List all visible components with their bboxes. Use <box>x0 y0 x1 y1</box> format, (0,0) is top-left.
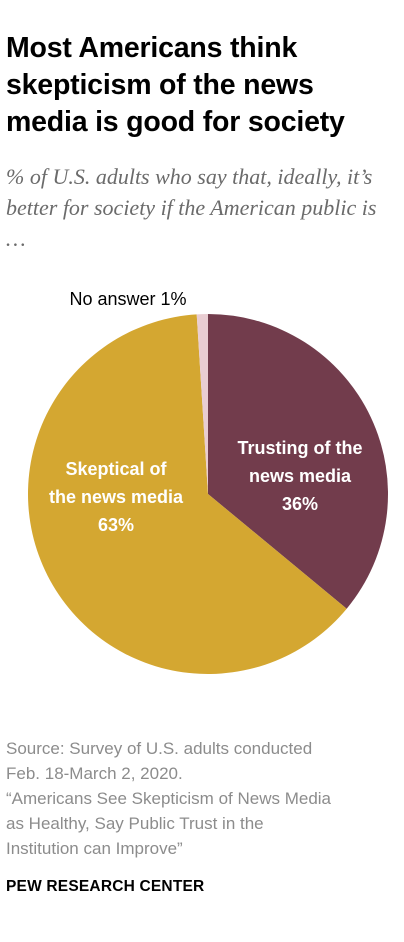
pie-slice-no-answer <box>196 314 208 494</box>
slice-label-trusting: Trusting of the <box>238 438 363 458</box>
pie-slice-trusting <box>208 314 389 609</box>
pie-slice-skeptical <box>28 314 347 675</box>
brand-logo-text: PEW RESEARCH CENTER <box>6 878 205 895</box>
slice-label-trusting: news media <box>249 466 352 486</box>
slice-label-skeptical: Skeptical of <box>65 459 167 479</box>
source-line: as Healthy, Say Public Trust in the <box>6 814 264 833</box>
chart-subtitle: % of U.S. adults who say that, ideally, … <box>6 164 377 251</box>
source-line: Institution can Improve” <box>6 839 183 858</box>
source-note: Source: Survey of U.S. adults conducted … <box>6 736 401 861</box>
slice-value-skeptical: 63% <box>98 515 134 535</box>
source-line: “Americans See Skepticism of News Media <box>6 789 332 808</box>
slice-value-trusting: 36% <box>282 494 318 514</box>
slice-label-no-answer: No answer 1% <box>69 289 186 309</box>
chart-title: Most Americans think skepticism of the n… <box>6 32 345 138</box>
source-line: Feb. 18-March 2, 2020. <box>6 764 183 783</box>
source-line: Source: Survey of U.S. adults conducted <box>6 739 313 758</box>
pie-chart: Trusting of the news media 36% Skeptical of… <box>28 289 389 675</box>
slice-label-skeptical: the news media <box>49 487 184 507</box>
